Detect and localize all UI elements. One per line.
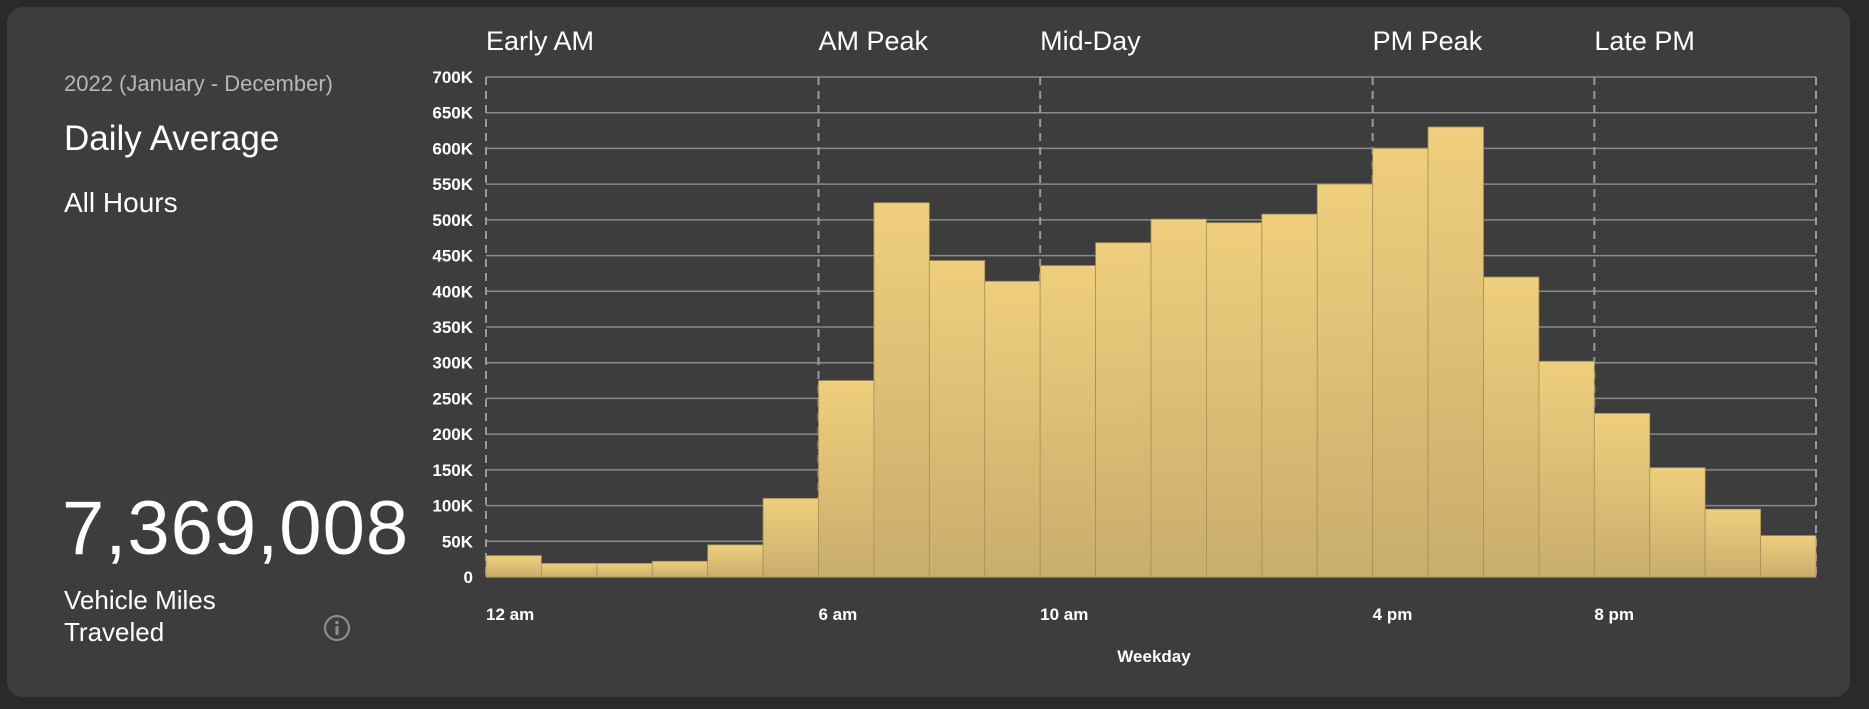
bar-5-pm — [1427, 126, 1484, 578]
bar-12-am — [485, 555, 542, 578]
period-labels: Early AM AM Peak Mid-Day PM Peak Late PM — [486, 26, 1695, 56]
y-tick-label: 0 — [464, 568, 473, 587]
bar-10-pm — [1704, 508, 1761, 578]
x-tick-label: 12 am — [486, 605, 534, 624]
y-tick-label: 700K — [432, 68, 473, 87]
info-circle-icon[interactable] — [323, 614, 351, 642]
bar-1-am — [541, 563, 598, 578]
bar-8-am — [928, 260, 986, 578]
bar-12-pm — [1150, 218, 1207, 578]
bar-4-pm — [1372, 148, 1429, 578]
y-tick-label: 200K — [432, 425, 473, 444]
bar-6-pm — [1483, 276, 1540, 578]
summary-panel: 2022 (January - December) Daily Average … — [7, 7, 427, 697]
y-tick-label: 450K — [432, 247, 473, 266]
period-label: Early AM — [486, 26, 594, 56]
y-tick-label: 100K — [432, 497, 473, 516]
y-tick-label: 500K — [432, 211, 473, 230]
period-label: Mid-Day — [1040, 26, 1141, 56]
x-tick-label: 8 pm — [1594, 605, 1634, 624]
bar-9-pm — [1649, 467, 1706, 578]
panel-title: Daily Average — [64, 119, 280, 158]
bar-4-am — [707, 544, 764, 578]
x-tick-label: 6 am — [819, 605, 858, 624]
metric-label: Vehicle Miles Traveled — [64, 585, 216, 647]
hourly-vmt-chart: 0 50K 100K 150K 200K 250K 300K 350K 400K 450K 500K… — [432, 26, 1817, 666]
bar-1-pm — [1206, 222, 1263, 578]
total-vmt-value: 7,369,008 — [62, 486, 410, 571]
y-tick-label: 250K — [432, 389, 473, 408]
date-range-label: 2022 (January - December) — [64, 71, 334, 96]
x-tick-label: 10 am — [1040, 605, 1088, 624]
bar-8-pm — [1593, 413, 1651, 578]
y-axis-ticks: 0 50K 100K 150K 200K 250K 300K 350K 400K 450K 500K… — [432, 68, 473, 587]
hours-filter-label: All Hours — [64, 187, 178, 218]
period-label: Late PM — [1594, 26, 1695, 56]
bar-10-am — [1039, 265, 1096, 578]
bar-3-am — [651, 560, 709, 578]
bar-7-pm — [1538, 360, 1595, 578]
y-tick-label: 650K — [432, 104, 473, 123]
bar-3-pm — [1316, 183, 1374, 578]
y-tick-label: 300K — [432, 354, 473, 373]
y-tick-label: 550K — [432, 175, 473, 194]
y-tick-label: 50K — [442, 532, 474, 551]
bar-2-pm — [1261, 213, 1318, 578]
x-axis-label: Weekday — [1117, 647, 1191, 666]
x-axis-ticks: 12 am 6 am 10 am 4 pm 8 pm — [486, 605, 1634, 624]
bar-11-am — [1095, 242, 1152, 578]
period-label: PM Peak — [1373, 26, 1483, 56]
bar-5-am — [762, 498, 819, 578]
bar-2-am — [596, 563, 653, 578]
y-tick-label: 600K — [432, 139, 473, 158]
bar-11-pm — [1760, 535, 1817, 578]
vmt-card: 2022 (January - December) Daily Average … — [7, 7, 1850, 697]
bar-7-am — [873, 202, 930, 578]
y-tick-label: 350K — [432, 318, 473, 337]
bar-9-am — [984, 280, 1041, 578]
bar-6-am — [818, 380, 875, 578]
period-label: AM Peak — [819, 26, 929, 56]
bars — [485, 126, 1817, 578]
y-tick-label: 150K — [432, 461, 473, 480]
y-tick-label: 400K — [432, 282, 473, 301]
x-tick-label: 4 pm — [1373, 605, 1413, 624]
